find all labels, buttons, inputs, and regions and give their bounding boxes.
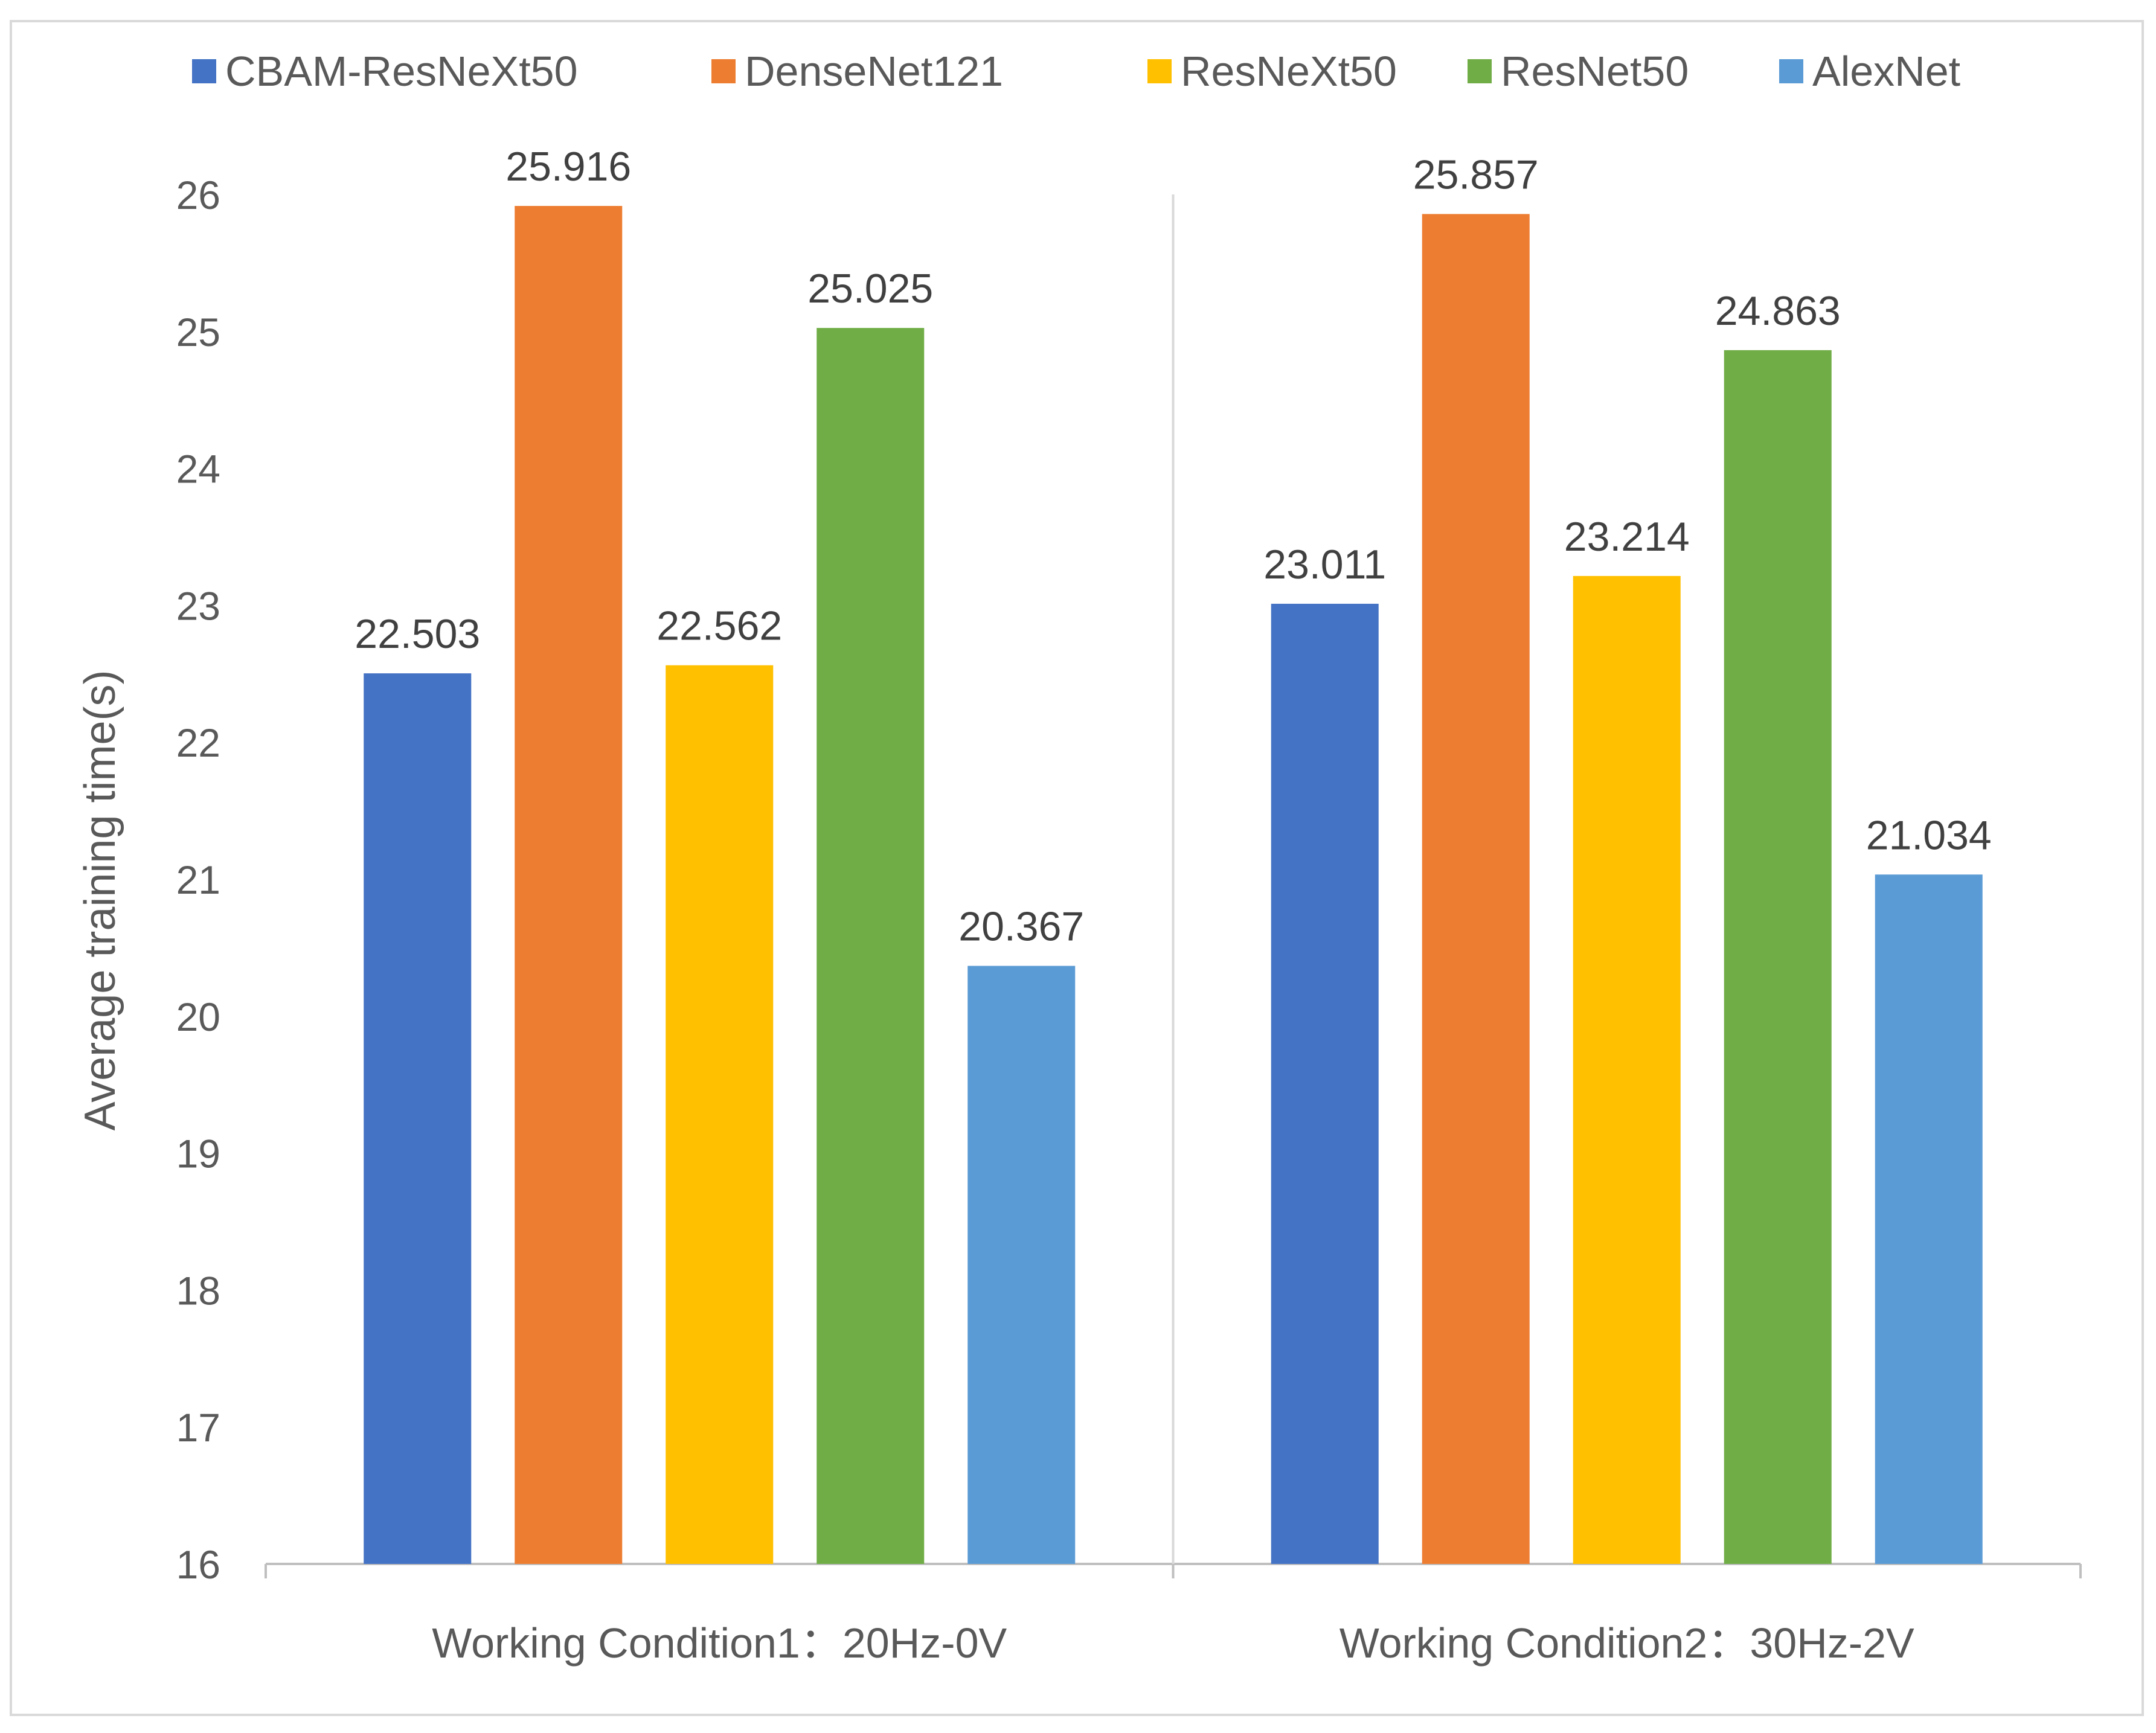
legend-swatch bbox=[1779, 59, 1803, 83]
data-label: 21.034 bbox=[1866, 812, 1992, 858]
y-axis-ticks: 16 17 18 19 20 21 22 23 24 25 26 bbox=[176, 173, 220, 1587]
legend-label: CBAM-ResNeXt50 bbox=[225, 48, 578, 95]
y-tick-label: 19 bbox=[176, 1132, 220, 1176]
y-tick-label: 18 bbox=[176, 1268, 220, 1313]
x-axis-category-labels: Working Condition1：20Hz-0V Working Condit… bbox=[432, 1619, 1914, 1667]
data-label: 22.503 bbox=[355, 611, 480, 657]
y-tick-label: 24 bbox=[176, 447, 220, 492]
y-tick-label: 17 bbox=[176, 1405, 220, 1450]
legend: CBAM-ResNeXt50 DenseNet121 ResNeXt50 ResNet… bbox=[192, 48, 1960, 95]
bar-resnet50-2 bbox=[1724, 350, 1832, 1564]
y-axis-title: Average training time(s) bbox=[76, 670, 124, 1131]
bar-alexnet-2 bbox=[1875, 874, 1983, 1564]
y-tick-label: 16 bbox=[176, 1542, 220, 1587]
data-label: 22.562 bbox=[656, 603, 782, 649]
x-category-label: Working Condition1：20Hz-0V bbox=[432, 1619, 1007, 1667]
legend-label: AlexNet bbox=[1812, 48, 1960, 95]
y-tick-label: 20 bbox=[176, 995, 220, 1039]
data-label: 25.857 bbox=[1413, 152, 1539, 197]
bar-alexnet-1 bbox=[967, 966, 1076, 1564]
y-tick-label: 21 bbox=[176, 857, 220, 902]
x-category-label: Working Condition2：30Hz-2V bbox=[1339, 1619, 1914, 1667]
y-tick-label: 25 bbox=[176, 310, 220, 354]
y-tick-label: 22 bbox=[176, 720, 220, 765]
y-tick-label: 23 bbox=[176, 583, 220, 628]
legend-swatch bbox=[1468, 59, 1492, 83]
legend-label: ResNeXt50 bbox=[1181, 48, 1397, 95]
legend-label: ResNet50 bbox=[1501, 48, 1689, 95]
bar-resnet50-1 bbox=[817, 328, 925, 1564]
y-tick-label: 26 bbox=[176, 173, 220, 217]
bars bbox=[364, 206, 1983, 1565]
data-label: 23.214 bbox=[1564, 514, 1690, 560]
legend-swatch bbox=[711, 59, 736, 83]
bar-cbam-resnext50-1 bbox=[364, 673, 472, 1564]
data-label: 23.011 bbox=[1263, 542, 1386, 588]
legend-label: DenseNet121 bbox=[745, 48, 1003, 95]
legend-swatch bbox=[1147, 59, 1172, 83]
data-label: 25.916 bbox=[505, 144, 631, 190]
bar-resnext50-1 bbox=[666, 665, 774, 1564]
bar-resnext50-2 bbox=[1573, 575, 1681, 1565]
data-label: 20.367 bbox=[958, 904, 1084, 950]
data-label: 24.863 bbox=[1715, 288, 1841, 334]
bar-densenet121-1 bbox=[515, 206, 623, 1564]
value-labels: 22.503 25.916 22.562 25.025 20.367 23.011 25.8… bbox=[355, 144, 1991, 950]
bar-cbam-resnext50-2 bbox=[1271, 603, 1379, 1564]
data-label: 25.025 bbox=[807, 266, 933, 312]
legend-swatch bbox=[192, 59, 216, 83]
bar-densenet121-2 bbox=[1422, 214, 1530, 1565]
